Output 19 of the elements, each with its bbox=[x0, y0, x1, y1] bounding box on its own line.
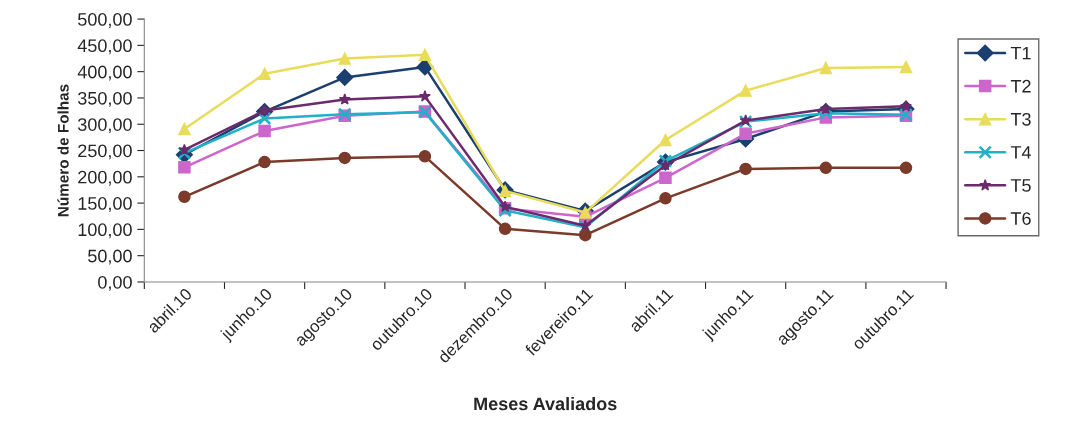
y-tick-label: 300,00 bbox=[77, 118, 132, 134]
y-tick-label: 200,00 bbox=[78, 170, 132, 186]
legend-label: T3 bbox=[1010, 112, 1031, 126]
y-tick-label: 400,00 bbox=[77, 65, 132, 81]
y-tick-label: 100,00 bbox=[78, 223, 132, 239]
y-tick-label: 250,00 bbox=[78, 144, 132, 160]
legend-label: T6 bbox=[1010, 212, 1031, 225]
y-tick-label: 50,00 bbox=[88, 249, 132, 265]
x-axis-title: Meses Avaliados bbox=[474, 397, 617, 411]
y-axis-title: Número de Folhas bbox=[57, 84, 69, 217]
y-tick-label: 350,00 bbox=[77, 91, 132, 107]
y-tick-label: 0,00 bbox=[98, 275, 132, 291]
legend-label: T1 bbox=[1010, 46, 1031, 60]
y-tick-label: 500,00 bbox=[78, 13, 132, 28]
legend-label: T5 bbox=[1010, 179, 1031, 192]
y-tick-label: 450,00 bbox=[77, 39, 132, 55]
y-tick-label: 150,00 bbox=[78, 197, 132, 212]
legend-label: T4 bbox=[1010, 146, 1031, 159]
legend-label: T2 bbox=[1010, 79, 1031, 93]
